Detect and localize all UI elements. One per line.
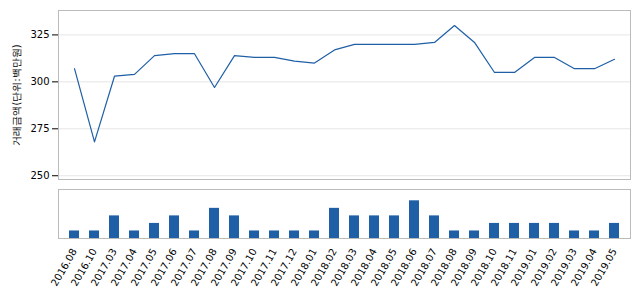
svg-text:2018.03: 2018.03 [328,246,359,288]
svg-text:2019.04: 2019.04 [568,246,599,288]
svg-text:2017.09: 2017.09 [208,246,239,288]
svg-text:2017.06: 2017.06 [148,246,179,288]
svg-text:2019.01: 2019.01 [508,246,539,288]
svg-text:2017.04: 2017.04 [108,246,139,288]
svg-text:2019.02: 2019.02 [528,246,559,288]
svg-text:2018.04: 2018.04 [348,246,379,288]
svg-text:2018.11: 2018.11 [488,246,519,288]
svg-text:2017.10: 2017.10 [228,246,259,288]
svg-text:2018.02: 2018.02 [308,246,339,288]
svg-text:2017.05: 2017.05 [128,246,159,288]
svg-text:2018.08: 2018.08 [428,246,459,288]
svg-text:300: 300 [30,76,49,87]
svg-text:2019.03: 2019.03 [548,246,579,288]
svg-text:거래금액(단위:백만원): 거래금액(단위:백만원) [11,44,22,145]
svg-text:2018.05: 2018.05 [368,246,399,288]
svg-text:250: 250 [30,170,49,181]
svg-text:2018.09: 2018.09 [448,246,479,288]
svg-text:2018.01: 2018.01 [288,246,319,288]
svg-text:2016.10: 2016.10 [68,246,99,288]
svg-text:2016.08: 2016.08 [48,246,79,288]
svg-text:2017.11: 2017.11 [248,246,279,288]
svg-text:2018.06: 2018.06 [388,246,419,288]
svg-text:2017.07: 2017.07 [168,246,199,288]
svg-text:2019.05: 2019.05 [589,247,619,288]
svg-text:325: 325 [30,29,49,40]
svg-text:275: 275 [30,123,49,134]
svg-text:2017.08: 2017.08 [188,246,219,288]
svg-text:2017.12: 2017.12 [268,246,299,288]
svg-text:2018.07: 2018.07 [408,246,439,288]
svg-text:2017.03: 2017.03 [88,246,119,288]
svg-text:2018.10: 2018.10 [468,246,499,288]
